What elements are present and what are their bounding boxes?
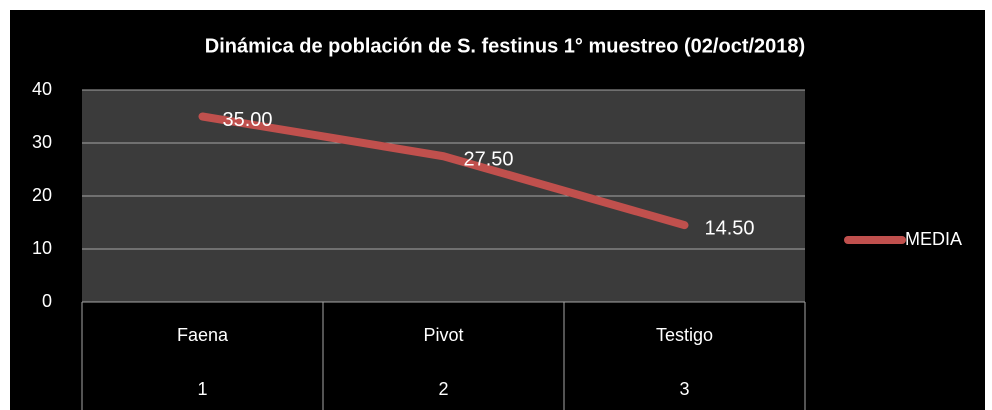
x-tick-label: Faena <box>177 325 229 345</box>
y-tick-label: 20 <box>32 185 52 205</box>
y-tick-label: 10 <box>32 238 52 258</box>
y-tick-label: 30 <box>32 132 52 152</box>
data-label: 14.50 <box>705 217 755 239</box>
y-tick-label: 40 <box>32 79 52 99</box>
chart-title: Dinámica de población de S. festinus 1° … <box>205 35 805 57</box>
x-subcategory-label: 3 <box>679 379 689 399</box>
data-label: 35.00 <box>223 109 273 131</box>
x-tick-label: Pivot <box>423 325 463 345</box>
legend-label: MEDIA <box>905 229 962 249</box>
data-line <box>198 112 689 230</box>
x-subcategory-label: 2 <box>438 379 448 399</box>
x-tick-label: Testigo <box>656 325 713 345</box>
y-tick-label: 0 <box>42 291 52 311</box>
x-subcategory-label: 1 <box>197 379 207 399</box>
data-label: 27.50 <box>464 149 514 171</box>
